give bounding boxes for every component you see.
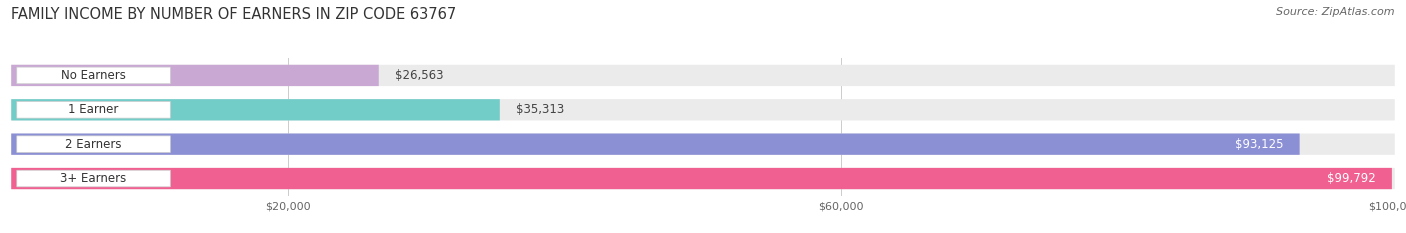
Text: No Earners: No Earners xyxy=(60,69,127,82)
FancyBboxPatch shape xyxy=(11,168,1395,189)
Text: FAMILY INCOME BY NUMBER OF EARNERS IN ZIP CODE 63767: FAMILY INCOME BY NUMBER OF EARNERS IN ZI… xyxy=(11,7,457,22)
FancyBboxPatch shape xyxy=(11,168,1392,189)
Text: $93,125: $93,125 xyxy=(1234,138,1284,151)
Text: 3+ Earners: 3+ Earners xyxy=(60,172,127,185)
FancyBboxPatch shape xyxy=(11,134,1395,155)
FancyBboxPatch shape xyxy=(17,136,170,152)
Text: $99,792: $99,792 xyxy=(1326,172,1375,185)
FancyBboxPatch shape xyxy=(11,99,1395,120)
Text: Source: ZipAtlas.com: Source: ZipAtlas.com xyxy=(1277,7,1395,17)
Text: $26,563: $26,563 xyxy=(395,69,444,82)
FancyBboxPatch shape xyxy=(11,134,1299,155)
FancyBboxPatch shape xyxy=(11,99,499,120)
Text: 1 Earner: 1 Earner xyxy=(69,103,118,116)
Text: $35,313: $35,313 xyxy=(516,103,565,116)
FancyBboxPatch shape xyxy=(11,65,378,86)
FancyBboxPatch shape xyxy=(17,102,170,118)
FancyBboxPatch shape xyxy=(17,170,170,187)
FancyBboxPatch shape xyxy=(17,67,170,84)
Text: 2 Earners: 2 Earners xyxy=(65,138,122,151)
FancyBboxPatch shape xyxy=(11,65,1395,86)
